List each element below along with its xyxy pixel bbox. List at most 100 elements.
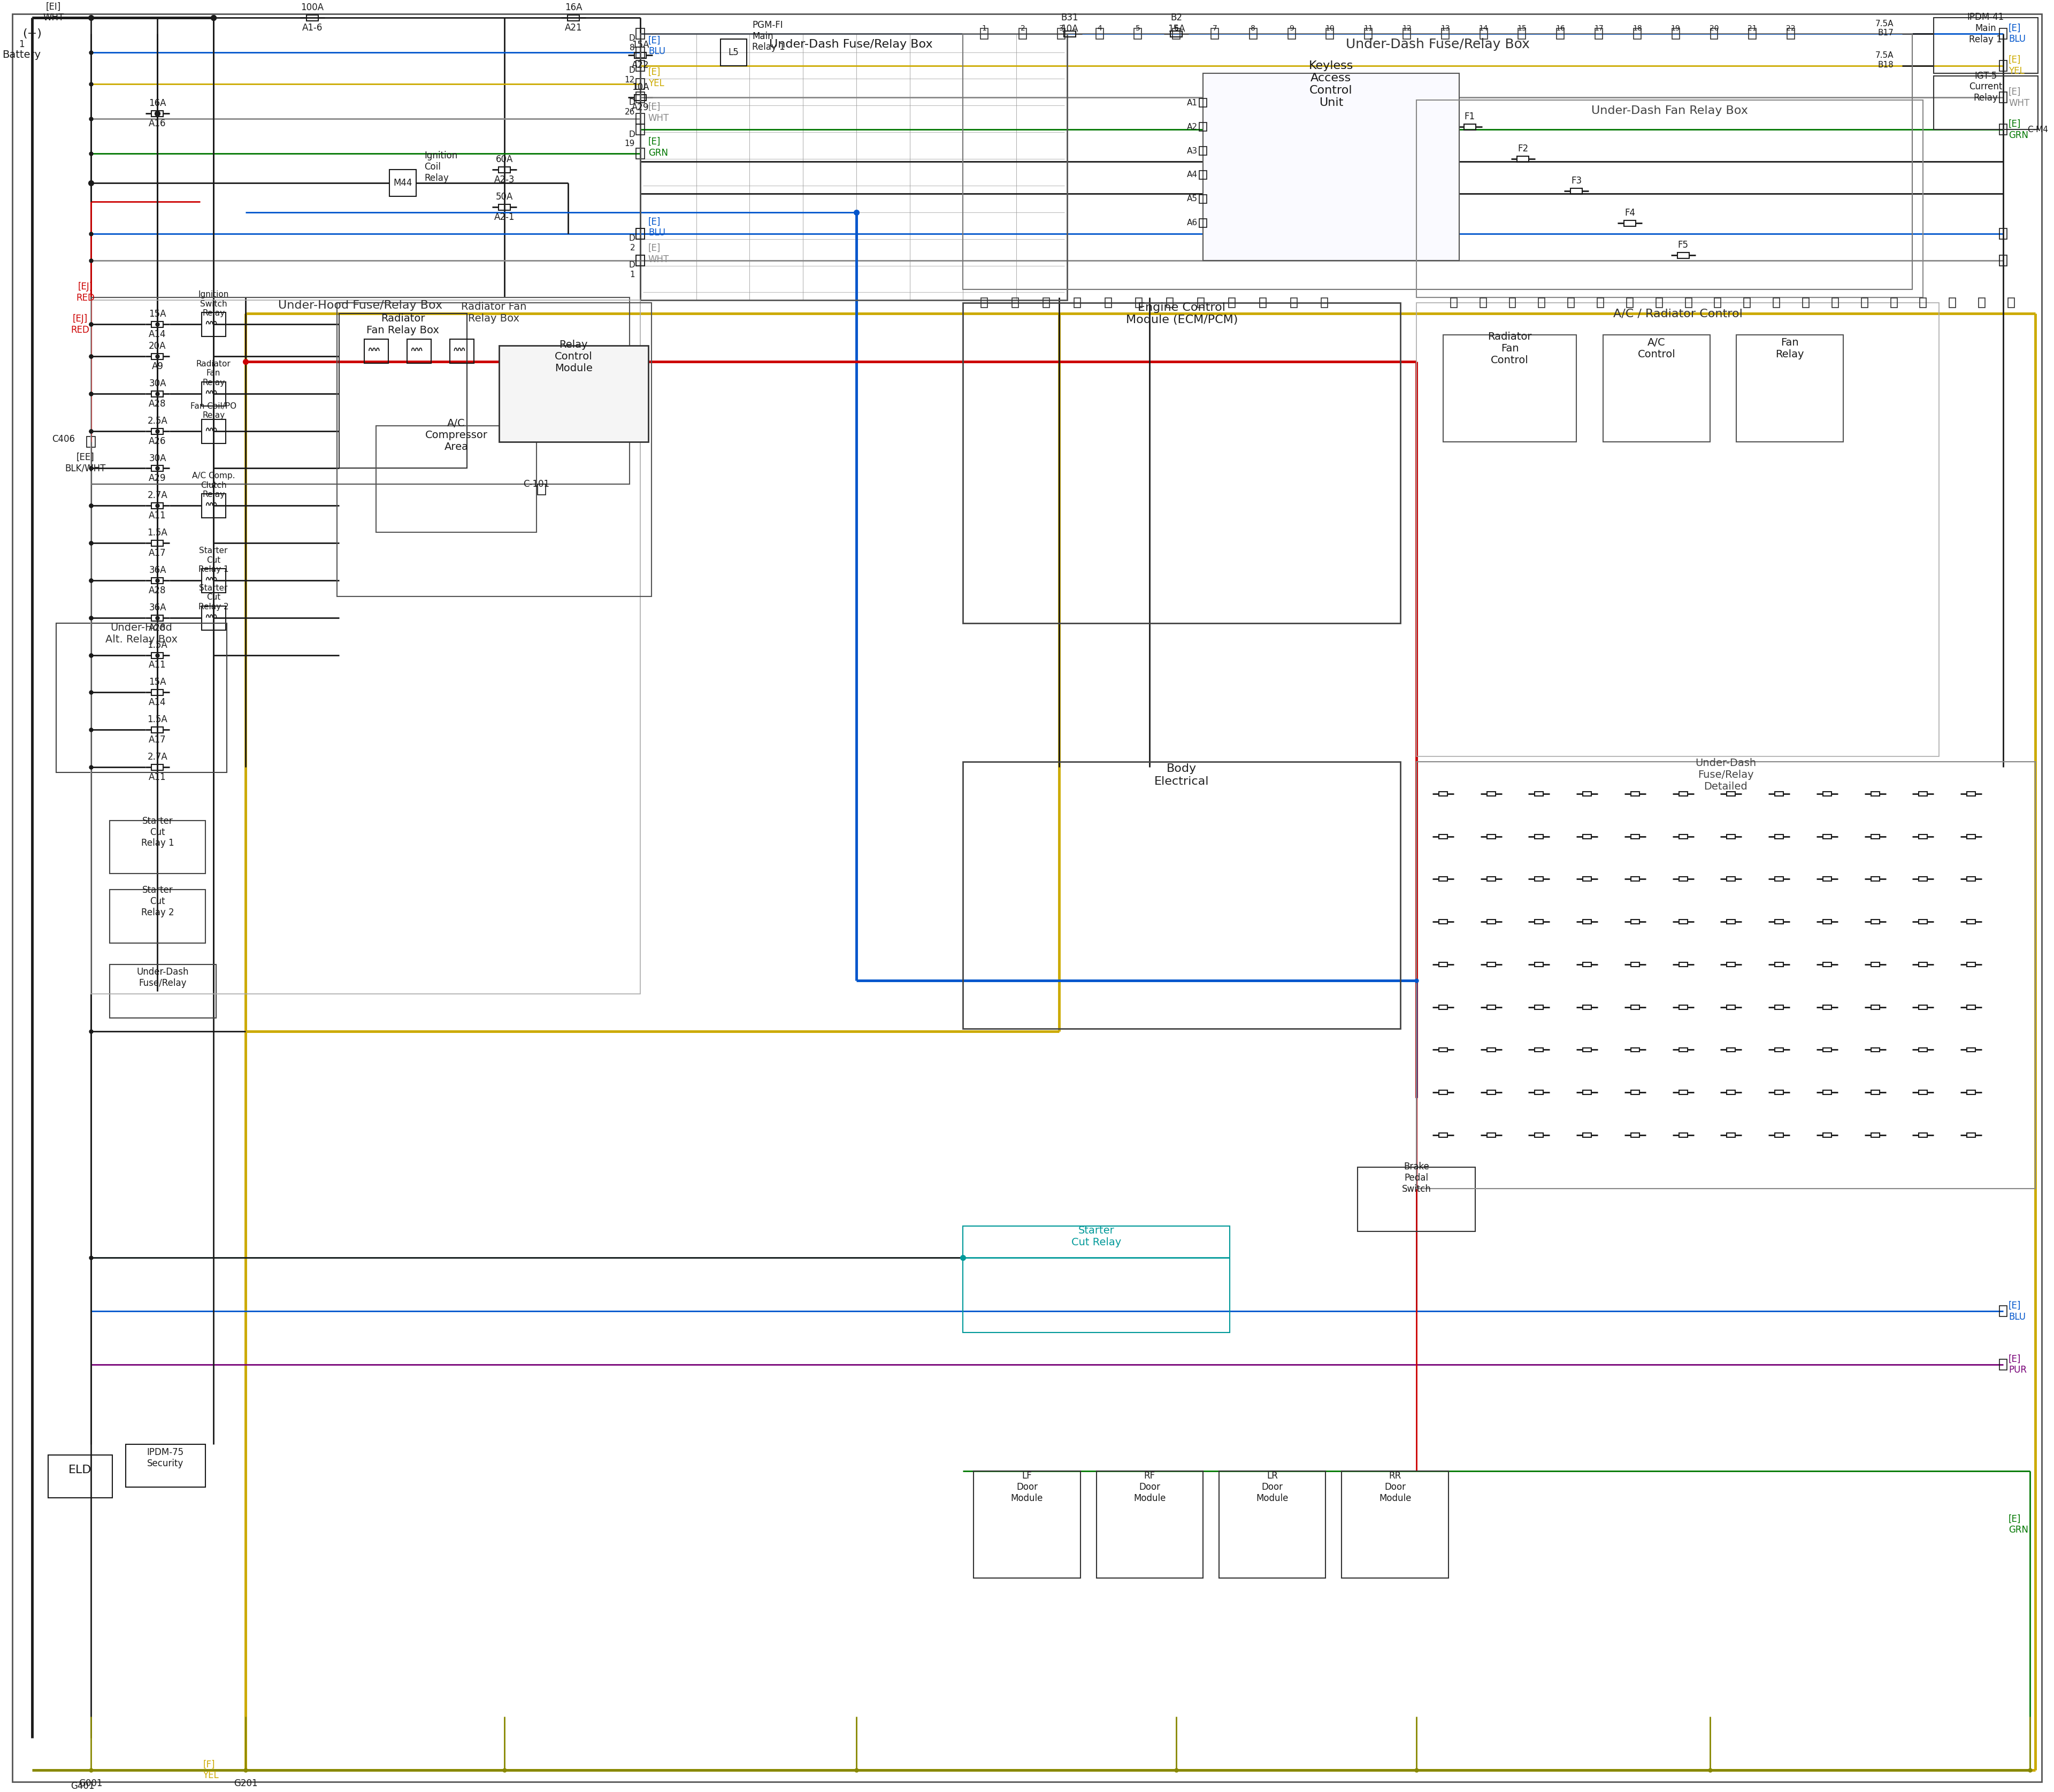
Bar bbox=[1678, 253, 1688, 258]
Text: 30A: 30A bbox=[148, 453, 166, 462]
Text: 8: 8 bbox=[1251, 25, 1255, 32]
Bar bbox=[152, 577, 164, 584]
Bar bbox=[1775, 835, 1783, 839]
Bar bbox=[974, 1471, 1080, 1579]
Bar bbox=[1631, 876, 1639, 882]
Bar bbox=[1019, 29, 1027, 39]
Bar bbox=[1684, 297, 1692, 308]
Text: 11: 11 bbox=[1364, 25, 1374, 32]
Text: 15A: 15A bbox=[148, 310, 166, 319]
Bar bbox=[1918, 962, 1927, 966]
Bar bbox=[152, 504, 164, 509]
Text: A2-1: A2-1 bbox=[493, 211, 516, 222]
Bar bbox=[152, 428, 164, 434]
Bar bbox=[376, 426, 536, 532]
Bar bbox=[1871, 919, 1879, 925]
Bar bbox=[1097, 29, 1103, 39]
Bar bbox=[1584, 1048, 1592, 1052]
Text: [EE]
BLK/WHT: [EE] BLK/WHT bbox=[66, 453, 107, 473]
Text: [E]
PUR: [E] PUR bbox=[2009, 1355, 2027, 1374]
Text: F2: F2 bbox=[1518, 143, 1528, 154]
Bar bbox=[1204, 73, 1458, 260]
Bar bbox=[1678, 835, 1688, 839]
Text: Radiator
Fan
Relay: Radiator Fan Relay bbox=[197, 360, 230, 387]
Bar bbox=[1727, 1005, 1736, 1009]
Bar bbox=[1625, 220, 1635, 226]
Bar bbox=[963, 1226, 1230, 1333]
Bar bbox=[637, 149, 645, 159]
Text: 1: 1 bbox=[982, 25, 986, 32]
Bar bbox=[1200, 219, 1208, 228]
Bar bbox=[1803, 297, 1810, 308]
Bar bbox=[1200, 122, 1208, 131]
Bar bbox=[1510, 297, 1516, 308]
Bar bbox=[1534, 919, 1543, 925]
Bar bbox=[1534, 792, 1543, 796]
Bar bbox=[499, 346, 649, 441]
Text: ELD: ELD bbox=[68, 1464, 92, 1475]
Bar bbox=[1450, 297, 1456, 308]
Text: 1.5A: 1.5A bbox=[148, 715, 168, 724]
Text: D
2: D 2 bbox=[629, 235, 635, 253]
Bar bbox=[1968, 876, 1976, 882]
Bar bbox=[1173, 29, 1181, 39]
Bar bbox=[152, 690, 164, 695]
Text: 12: 12 bbox=[1403, 25, 1411, 32]
Bar bbox=[1584, 876, 1592, 882]
Bar bbox=[637, 29, 645, 39]
Bar bbox=[1727, 1090, 1736, 1095]
Text: 7.5A
B17: 7.5A B17 bbox=[1875, 20, 1894, 38]
Bar bbox=[1438, 1133, 1448, 1138]
Text: 18: 18 bbox=[1633, 25, 1641, 32]
Bar bbox=[1534, 1133, 1543, 1138]
Bar bbox=[1438, 919, 1448, 925]
Bar bbox=[637, 254, 645, 265]
Bar bbox=[125, 1444, 205, 1487]
Bar bbox=[1064, 30, 1076, 38]
Bar bbox=[1968, 1048, 1976, 1052]
Bar bbox=[1631, 1048, 1639, 1052]
Bar bbox=[1999, 228, 2007, 238]
Bar bbox=[1822, 962, 1832, 966]
Text: 30A: 30A bbox=[148, 378, 166, 389]
Bar bbox=[635, 95, 647, 100]
Bar bbox=[339, 314, 466, 468]
Bar bbox=[1627, 297, 1633, 308]
Text: 50A: 50A bbox=[495, 192, 514, 201]
Text: G401: G401 bbox=[72, 1781, 94, 1790]
Bar bbox=[1744, 297, 1750, 308]
Text: [F]
YEL: [F] YEL bbox=[203, 1760, 220, 1779]
Bar bbox=[1212, 29, 1218, 39]
Text: RF
Door
Module: RF Door Module bbox=[1134, 1471, 1167, 1503]
Bar bbox=[1999, 29, 2007, 39]
Bar bbox=[1775, 919, 1783, 925]
Text: A28: A28 bbox=[148, 400, 166, 409]
Bar bbox=[1487, 1090, 1495, 1095]
Text: [E]
YEL: [E] YEL bbox=[2009, 56, 2025, 75]
Text: A26: A26 bbox=[148, 435, 166, 446]
Text: A/C / Radiator Control: A/C / Radiator Control bbox=[1612, 308, 1742, 319]
Bar bbox=[152, 541, 164, 547]
Bar bbox=[1327, 29, 1333, 39]
Bar bbox=[1736, 335, 1842, 441]
Bar bbox=[1968, 919, 1976, 925]
Text: [E]
GRN: [E] GRN bbox=[649, 136, 668, 158]
Bar bbox=[1999, 1306, 2007, 1317]
Bar bbox=[1871, 792, 1879, 796]
Text: Brake
Pedal
Switch: Brake Pedal Switch bbox=[1401, 1161, 1432, 1193]
Bar bbox=[1999, 61, 2007, 72]
Bar bbox=[1200, 195, 1208, 202]
Text: A22: A22 bbox=[631, 61, 649, 70]
Bar bbox=[637, 228, 645, 238]
Text: Under-Hood
Alt. Relay Box: Under-Hood Alt. Relay Box bbox=[105, 624, 177, 645]
Text: [EJ]
RED: [EJ] RED bbox=[70, 314, 90, 335]
Text: A14: A14 bbox=[148, 697, 166, 708]
Bar bbox=[963, 34, 1912, 290]
Bar bbox=[1598, 297, 1604, 308]
Bar bbox=[152, 615, 164, 620]
Bar bbox=[1920, 297, 1927, 308]
Text: Ignition
Switch
Relay: Ignition Switch Relay bbox=[197, 290, 228, 317]
Bar bbox=[1968, 962, 1976, 966]
Bar bbox=[1584, 1005, 1592, 1009]
Text: Battery: Battery bbox=[2, 50, 41, 59]
